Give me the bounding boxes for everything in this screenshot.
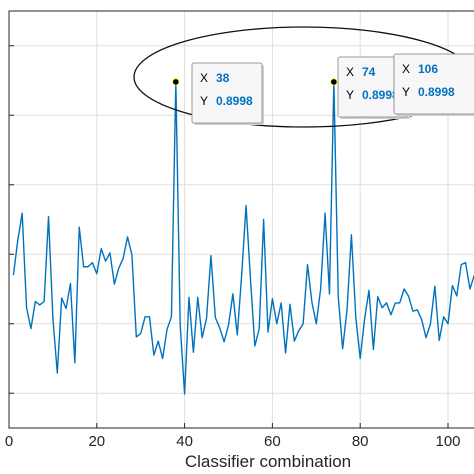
datatip-x-value: 38 <box>216 71 230 85</box>
x-tick-label: 60 <box>264 433 281 450</box>
x-tick-label: 0 <box>5 433 13 450</box>
datatip-y-value: 0.8998 <box>216 94 253 108</box>
x-tick-label: 100 <box>435 433 460 450</box>
x-axis-label: Classifier combination <box>185 452 351 471</box>
datatip-marker <box>172 78 180 86</box>
datatip-marker <box>330 78 338 86</box>
datatip-y-key: Y <box>200 94 208 108</box>
datatip-x-value: 74 <box>362 65 376 79</box>
annotation-ellipse <box>133 26 474 128</box>
plot-frame <box>8 10 474 429</box>
datatip-y-value: 0.8998 <box>418 85 455 99</box>
datatip-x-value: 106 <box>418 62 438 76</box>
x-tick-label: 80 <box>352 433 369 450</box>
datatip-y-value: 0.8998 <box>362 88 399 102</box>
datatip-y-key: Y <box>346 88 354 102</box>
x-tick-label: 20 <box>88 433 105 450</box>
x-ticks: 0 20 40 60 80 100 <box>5 423 461 450</box>
datatip-y-key: Y <box>402 85 410 99</box>
datatip-x-key: X <box>200 71 208 85</box>
datatip-box <box>393 53 474 115</box>
y-ticks <box>9 45 14 394</box>
x-tick-label: 40 <box>176 433 193 450</box>
series-group <box>12 78 474 395</box>
datatip-x-key: X <box>346 65 354 79</box>
datatip: X 106 Y 0.8998 <box>393 53 474 116</box>
datatip-x-key: X <box>402 62 410 76</box>
datatip-box <box>191 62 263 124</box>
series-line <box>12 81 474 395</box>
datatip: X 38 Y 0.8998 <box>191 62 264 125</box>
